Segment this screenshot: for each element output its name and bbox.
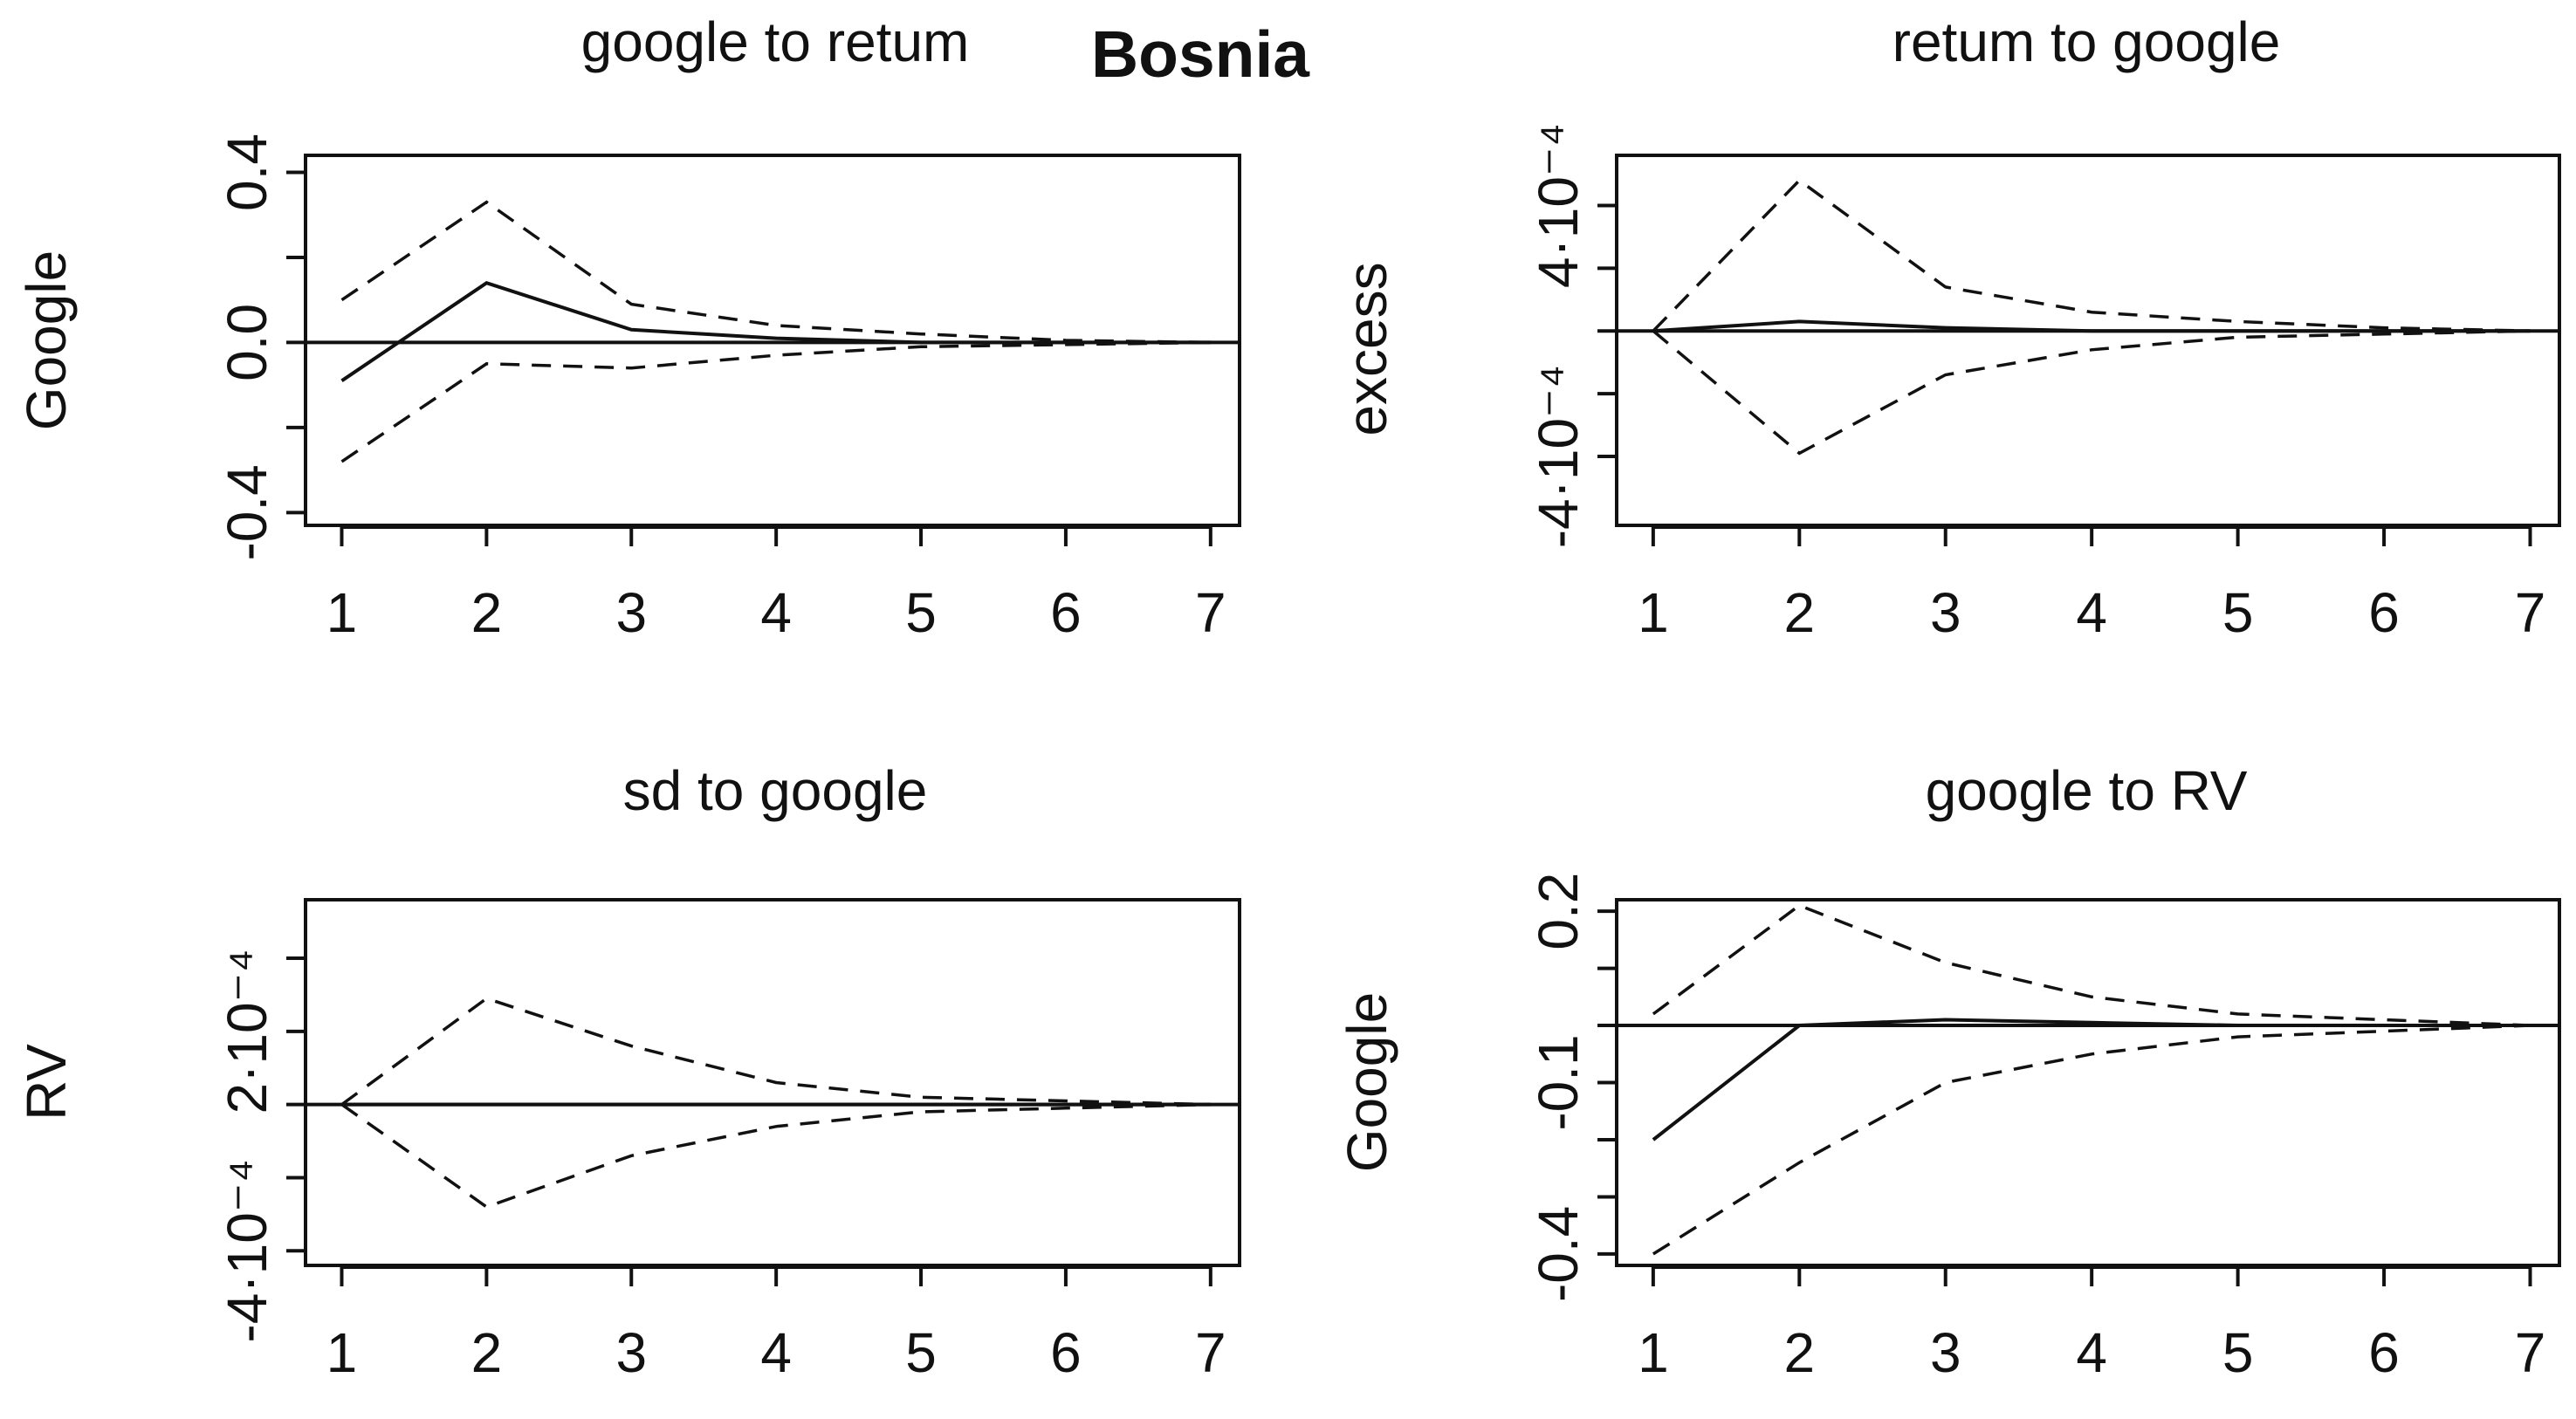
y-tick-label: 2·10⁻⁴ (216, 949, 278, 1114)
x-tick-label: 5 (905, 1321, 937, 1384)
x-tick-label: 7 (1195, 581, 1226, 644)
x-tick-label: 3 (1930, 1321, 1961, 1384)
impulse-response-line (1652, 319, 2531, 333)
x-tick-label: 2 (471, 581, 503, 644)
figure-title: Bosnia (1091, 17, 1310, 91)
panel-title: google to RV (1926, 759, 2248, 822)
panel-title: google to retum (581, 10, 970, 73)
y-axis-label: excess (1336, 262, 1398, 435)
x-tick-label: 6 (2368, 1321, 2400, 1384)
x-tick-label: 4 (760, 581, 792, 644)
x-tick-label: 4 (760, 1321, 792, 1384)
lower-confidence-band (340, 1102, 1211, 1209)
x-tick-label: 4 (2076, 581, 2107, 644)
y-tick-label: 0.4 (216, 134, 278, 211)
panels: google to retum Google 1 2 3 4 5 6 7 -0.4 0.0 0.4 re… (15, 10, 2561, 1384)
y-tick-label: 4·10⁻⁴ (1527, 123, 1590, 288)
x-tick-label: 7 (1195, 1321, 1226, 1384)
y-axis-label: Google (15, 250, 78, 430)
x-tick-label: 7 (2515, 581, 2546, 644)
x-tick-label: 2 (1784, 581, 1816, 644)
y-tick-label: -0.4 (216, 464, 278, 560)
y-tick-label: 0.0 (216, 304, 278, 381)
y-tick-label: 0.2 (1527, 873, 1590, 950)
x-tick-label: 5 (2222, 581, 2254, 644)
x-tick-label: 4 (2076, 1321, 2107, 1384)
x-tick-label: 6 (2368, 581, 2400, 644)
upper-confidence-band (1652, 178, 2531, 332)
lower-confidence-band (1652, 329, 2531, 456)
y-tick-label: -4·10⁻⁴ (216, 1159, 278, 1343)
x-tick-label: 1 (326, 1321, 358, 1384)
lower-confidence-band (1652, 1024, 2531, 1256)
x-tick-label: 5 (2222, 1321, 2254, 1384)
impulse-response-line (340, 280, 1211, 382)
impulse-response-line (1652, 1018, 2531, 1141)
x-tick-label: 1 (1638, 1321, 1669, 1384)
panel-title: retum to google (1893, 10, 2281, 73)
panel-title: sd to google (623, 759, 928, 822)
x-tick-label: 3 (615, 581, 647, 644)
upper-confidence-band (340, 200, 1211, 345)
y-tick-label: -0.1 (1527, 1034, 1590, 1130)
x-tick-label: 2 (471, 1321, 503, 1384)
irf-panel-4: google to RV Google 1 2 3 4 5 6 7 -0.4 -0.1 0.2 (1336, 759, 2561, 1384)
y-tick-label: -4·10⁻⁴ (1527, 365, 1590, 549)
x-tick-label: 3 (1930, 581, 1961, 644)
x-tick-label: 3 (615, 1321, 647, 1384)
y-axis-label: RV (15, 1044, 78, 1121)
upper-confidence-band (340, 997, 1211, 1107)
x-tick-label: 6 (1050, 1321, 1082, 1384)
x-tick-label: 6 (1050, 581, 1082, 644)
lower-confidence-band (340, 340, 1211, 463)
x-tick-label: 5 (905, 581, 937, 644)
irf-panel-1: google to retum Google 1 2 3 4 5 6 7 -0.4 0.0 0.4 (15, 10, 1241, 644)
x-tick-label: 2 (1784, 1321, 1816, 1384)
x-tick-label: 7 (2515, 1321, 2546, 1384)
y-tick-label: -0.4 (1527, 1206, 1590, 1302)
x-tick-label: 1 (326, 581, 358, 644)
irf-panel-3: sd to google RV 1 2 3 4 5 6 7 -4·10⁻⁴ 2·10⁻⁴ (15, 759, 1241, 1384)
irf-panel-2: retum to google excess 1 2 3 4 5 6 7 -4·10⁻⁴ 4·10⁻… (1336, 10, 2561, 644)
y-axis-label: Google (1336, 992, 1398, 1172)
x-tick-label: 1 (1638, 581, 1669, 644)
upper-confidence-band (1652, 903, 2531, 1027)
